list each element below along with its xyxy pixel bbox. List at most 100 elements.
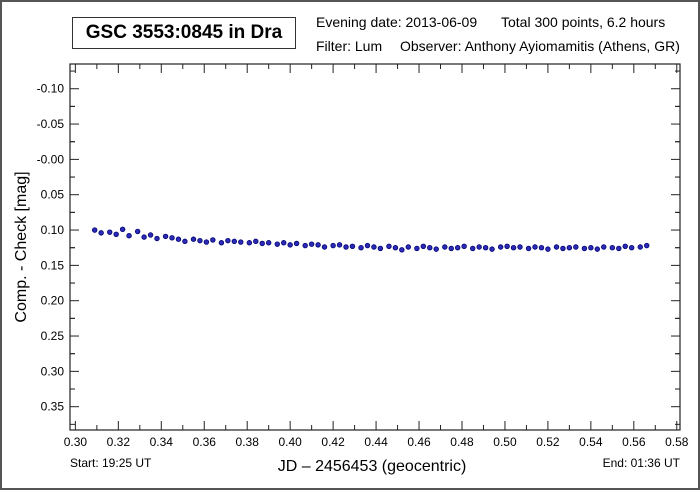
data-point [489, 246, 495, 252]
data-point [364, 242, 371, 249]
data-point [274, 241, 280, 247]
data-point [169, 235, 175, 241]
chart-title: GSC 3553:0845 in Dra [72, 17, 296, 49]
data-point [644, 242, 650, 249]
x-tick-label: 0.42 [321, 435, 345, 449]
x-tick-label: 0.48 [450, 435, 474, 449]
y-axis-label: Comp. - Check [mag] [13, 171, 30, 323]
data-point [147, 232, 154, 238]
filter: Filter: Lum [316, 38, 383, 54]
data-point [259, 240, 265, 247]
total-points: Total 300 points, 6.2 hours [501, 14, 666, 30]
data-point [175, 236, 182, 242]
data-point [573, 244, 579, 250]
data-point [427, 245, 433, 251]
x-tick-label: 0.54 [579, 435, 603, 449]
data-point [545, 246, 551, 252]
data-point [287, 242, 293, 248]
x-tick-label: 0.34 [150, 435, 174, 449]
data-point [525, 245, 532, 252]
data-point [405, 244, 411, 250]
x-tick-label: 0.32 [107, 435, 131, 449]
data-point [448, 245, 454, 252]
data-point [609, 245, 616, 251]
plot-frame [69, 63, 681, 431]
data-point [302, 242, 308, 249]
data-point [126, 232, 132, 239]
y-tick-label: 0.15 [41, 258, 65, 272]
data-point [190, 236, 197, 242]
data-point [182, 238, 188, 245]
x-axis-label: JD – 2456453 (geocentric) [277, 458, 467, 475]
y-tick-label: 0.10 [41, 223, 65, 237]
data-point [92, 227, 98, 233]
x-tick-label: 0.52 [536, 435, 560, 449]
data-point [517, 244, 523, 250]
data-point [315, 242, 321, 248]
data-point [343, 244, 349, 250]
data-point [637, 244, 643, 250]
data-point [210, 237, 216, 243]
data-point [358, 245, 364, 251]
data-point [601, 244, 607, 250]
data-point [553, 244, 560, 250]
data-point [442, 244, 448, 250]
data-point [197, 237, 203, 244]
observer: Observer: Anthony Ayiomamitis (Athens, G… [400, 38, 680, 54]
end-time: End: 01:36 UT [602, 456, 680, 470]
y-tick-label: 0.05 [41, 188, 65, 202]
data-point [532, 244, 538, 250]
data-point [476, 244, 482, 250]
data-point [470, 245, 476, 252]
data-point [510, 245, 517, 251]
data-point [154, 235, 160, 242]
data-point [588, 245, 594, 251]
data-point [141, 234, 147, 240]
data-point [399, 247, 405, 253]
x-tick-label: 0.56 [622, 435, 646, 449]
data-point [330, 242, 336, 249]
data-point [616, 245, 622, 252]
data-point [231, 238, 238, 245]
data-point [538, 245, 545, 251]
data-point [628, 245, 635, 251]
x-tick-label: 0.30 [64, 435, 88, 449]
data-point [414, 245, 420, 252]
data-point [246, 240, 253, 246]
data-point [420, 243, 427, 249]
y-tick-label: 0.30 [41, 364, 65, 378]
y-tick-label: -0.10 [37, 82, 65, 96]
y-tick-label: -0.05 [37, 117, 65, 131]
y-tick-label: 0.35 [41, 400, 65, 414]
y-tick-label: -0.00 [37, 152, 65, 166]
data-point [293, 240, 300, 247]
x-tick-label: 0.40 [278, 435, 302, 449]
data-point [433, 246, 439, 252]
data-point [162, 233, 169, 240]
x-tick-label: 0.46 [407, 435, 431, 449]
x-tick-label: 0.58 [665, 435, 689, 449]
data-point [308, 241, 315, 247]
data-point [594, 246, 601, 252]
x-tick-label: 0.44 [364, 435, 388, 449]
data-point [566, 245, 573, 251]
data-point [98, 230, 104, 236]
x-tick-label: 0.50 [493, 435, 517, 449]
data-point [336, 242, 343, 248]
data-point [349, 243, 356, 249]
data-point [238, 239, 244, 245]
data-point [371, 244, 377, 250]
data-point [113, 231, 119, 237]
data-point [581, 245, 588, 252]
data-point [454, 245, 461, 251]
start-time: Start: 19:25 UT [70, 456, 152, 470]
data-point [392, 245, 399, 251]
data-point [203, 239, 210, 245]
data-point [497, 244, 504, 250]
y-tick-label: 0.20 [41, 294, 65, 308]
data-point [482, 245, 489, 251]
data-point [119, 226, 126, 233]
data-point [377, 245, 384, 252]
